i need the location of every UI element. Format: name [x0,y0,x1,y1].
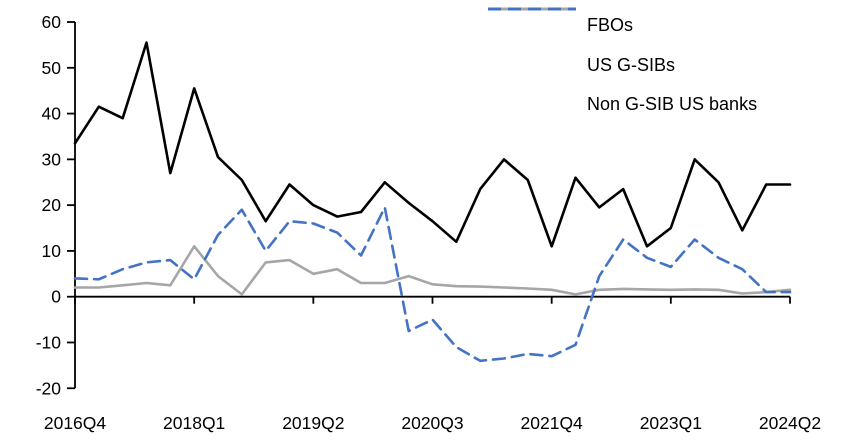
legend-sample-line [488,7,576,11]
legend-line-sample-us-gsibs [488,7,576,68]
y-tick-label: 30 [42,149,62,169]
x-tick-label: 2024Q2 [759,413,821,433]
x-tick-label: 2020Q3 [401,413,463,433]
x-tick-label: 2019Q2 [282,413,344,433]
y-tick-label: 50 [42,58,62,78]
legend-label-non-gsib: Non G-SIB US banks [587,94,758,115]
y-tick-label: 40 [42,104,62,124]
legend-line-sample-fbos [488,7,576,29]
y-tick-label: 10 [42,241,62,261]
legend-label-fbos: FBOs [587,15,634,36]
series-line-2 [73,206,792,363]
x-tick-label: 2021Q4 [521,413,584,433]
y-tick-label: 60 [42,12,62,32]
x-tick-label: 2018Q1 [163,413,225,433]
legend: FBOs US G-SIBs Non G-SIB US banks [488,6,757,125]
y-tick-label: -10 [36,332,62,352]
y-tick-label: 0 [51,287,61,307]
x-tick-label: 2016Q4 [44,413,107,433]
y-tick-label: 20 [42,195,62,215]
series-line-1 [73,245,792,296]
x-tick-label: 2023Q1 [640,413,702,433]
legend-item-non-gsib: Non G-SIB US banks [488,7,758,125]
legend-item-us-gsibs: US G-SIBs [488,7,757,86]
series-line-0 [73,41,792,248]
legend-line-sample-non-gsib [488,7,576,108]
y-tick-label: -20 [36,378,62,398]
legend-label-us-gsibs: US G-SIBs [587,54,676,75]
